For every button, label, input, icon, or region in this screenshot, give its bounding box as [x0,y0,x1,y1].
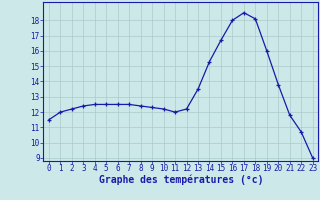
X-axis label: Graphe des températures (°c): Graphe des températures (°c) [99,175,263,185]
